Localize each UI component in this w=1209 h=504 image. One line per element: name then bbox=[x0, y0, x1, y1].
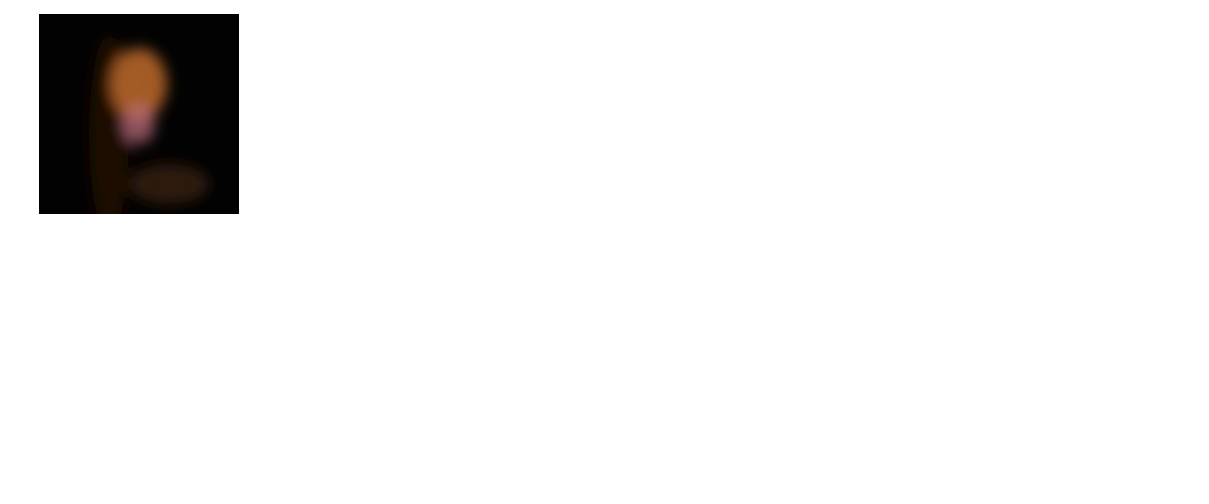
subplot bbox=[39, 14, 239, 214]
image-region bbox=[123, 104, 155, 144]
image-region bbox=[129, 164, 209, 204]
image-content bbox=[89, 34, 209, 214]
image bbox=[39, 14, 239, 214]
image-region bbox=[111, 48, 167, 120]
